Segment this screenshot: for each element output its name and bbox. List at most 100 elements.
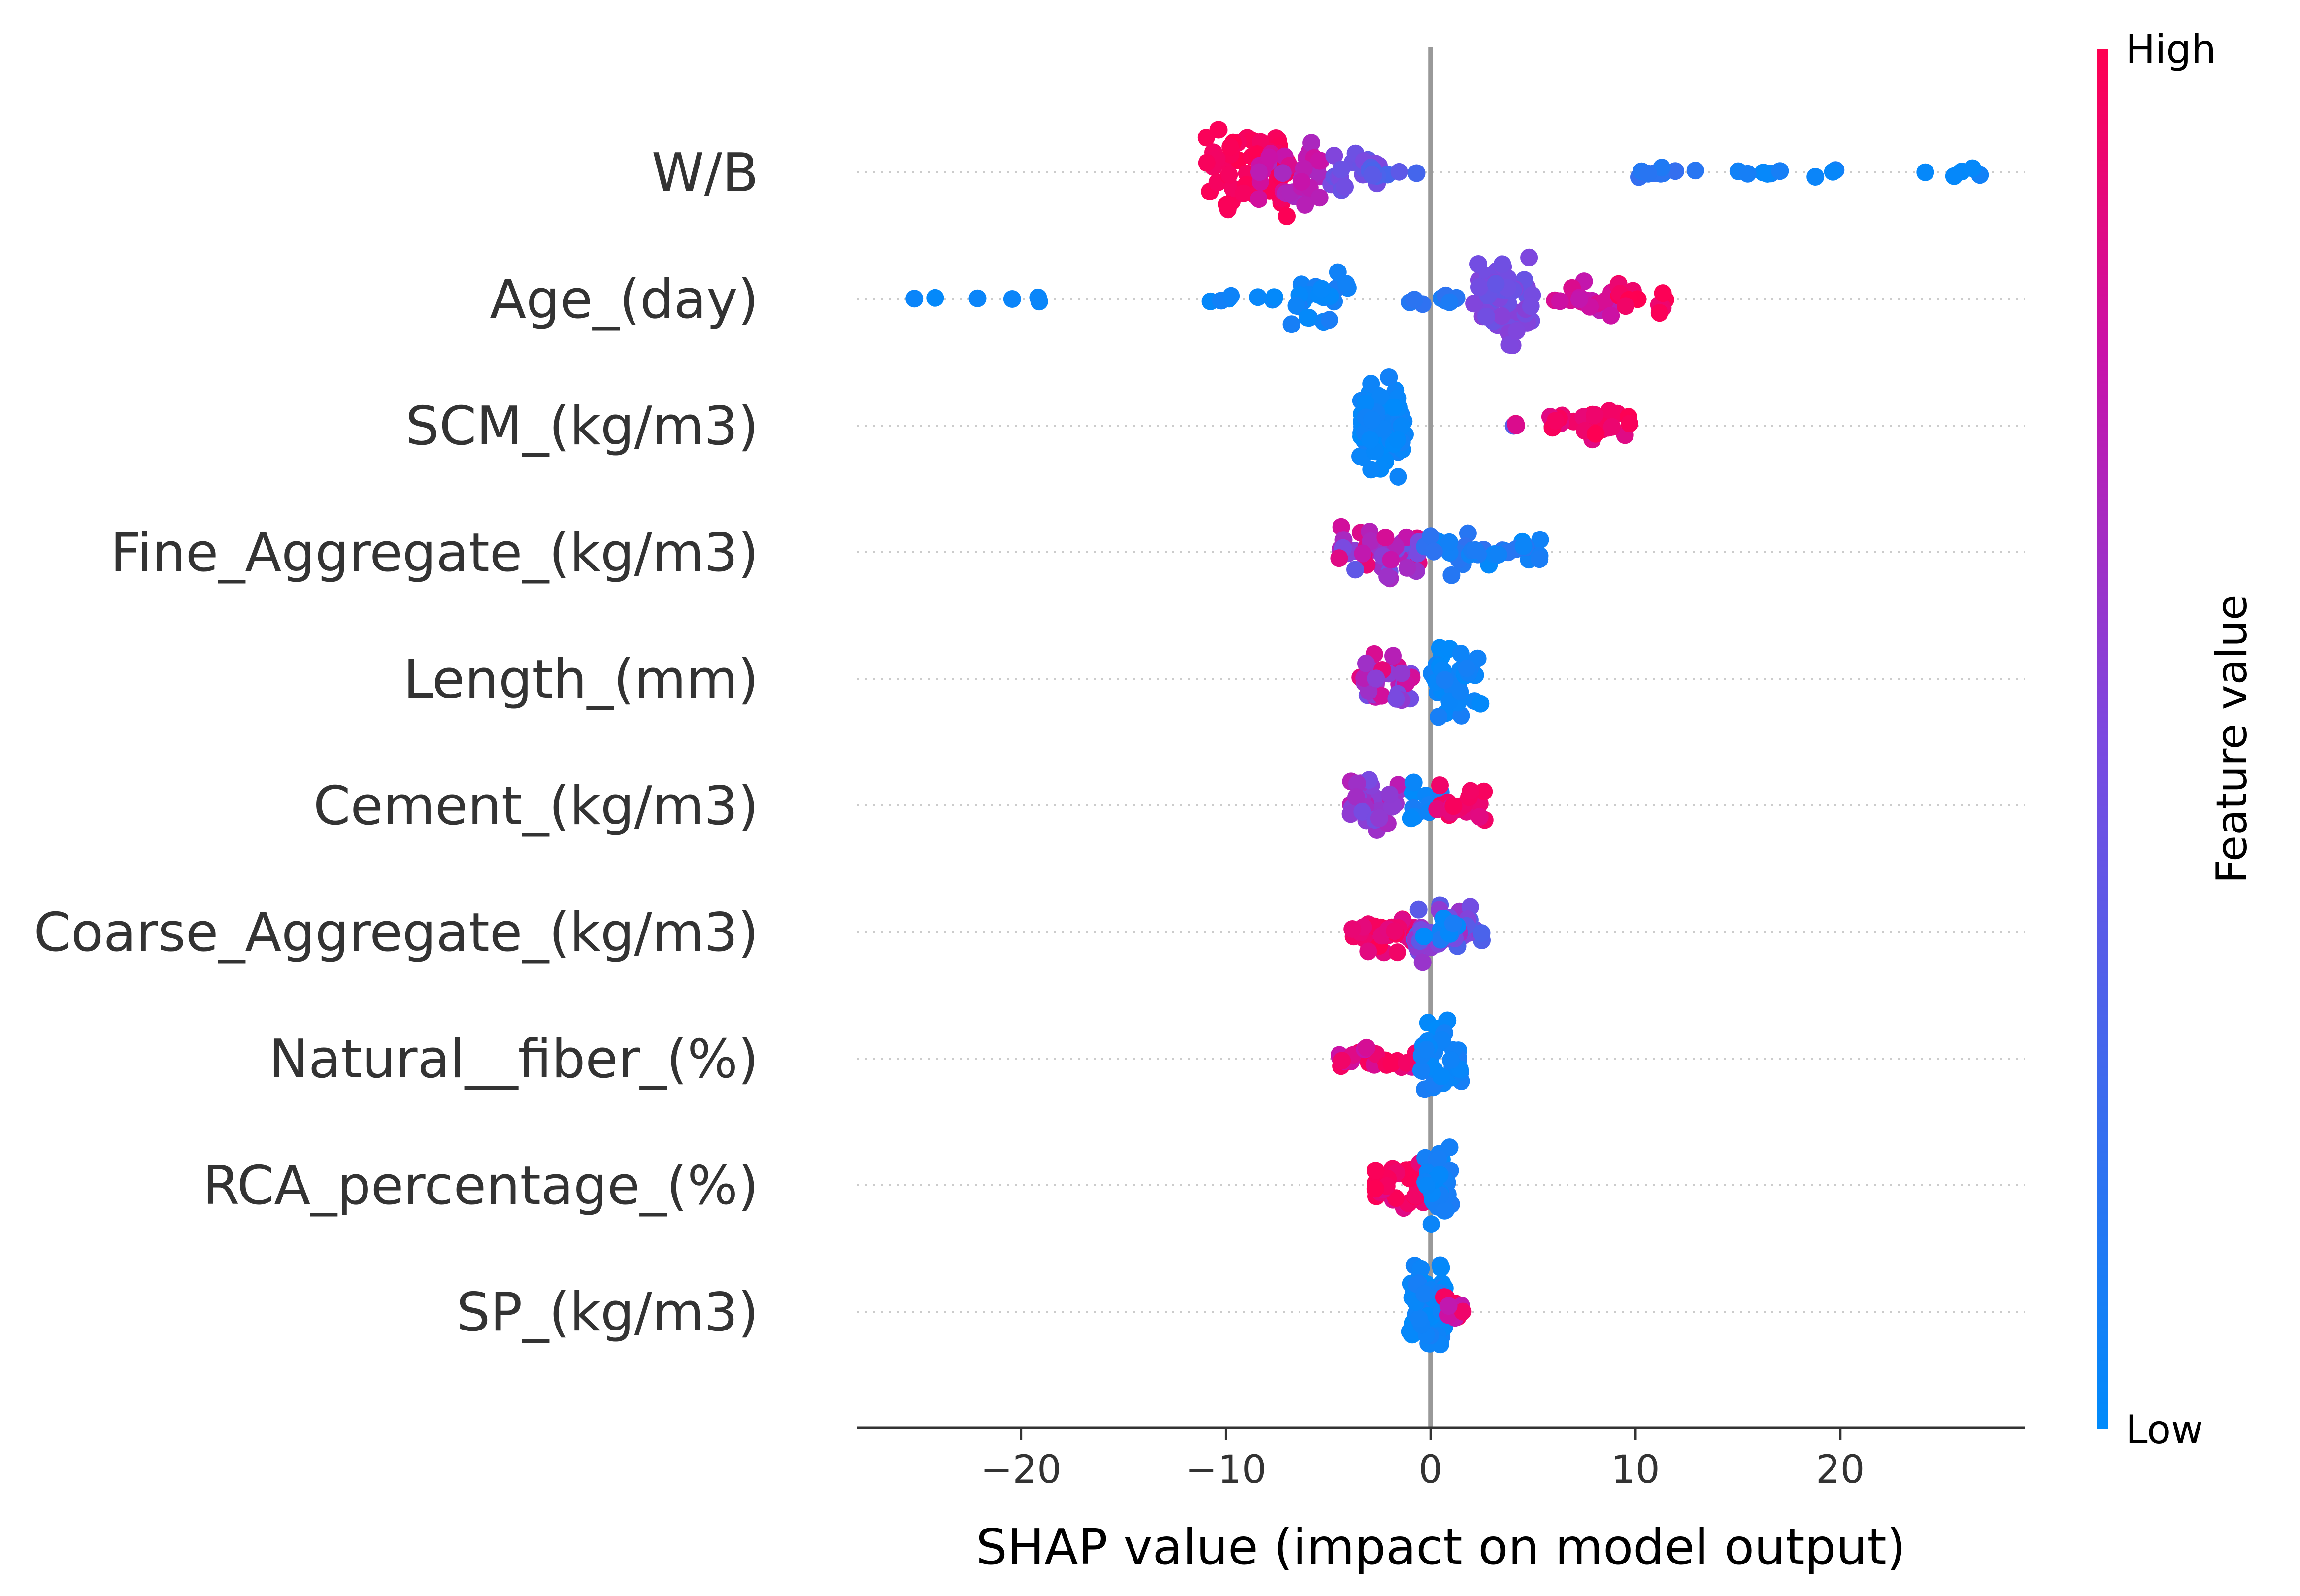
shap-point	[1302, 134, 1321, 152]
shap-point	[1432, 1067, 1450, 1085]
shap-point	[1824, 163, 1842, 181]
shap-point	[1440, 293, 1459, 311]
shap-point	[1430, 708, 1448, 726]
shap-point	[1384, 398, 1402, 416]
shap-point	[1362, 461, 1380, 479]
shap-point	[1402, 809, 1420, 828]
shap-point	[1465, 295, 1483, 313]
shap-point	[1411, 1261, 1430, 1279]
shap-point	[1249, 288, 1267, 306]
shap-point	[1287, 297, 1305, 315]
shap-point	[1458, 659, 1476, 677]
shap-point	[1531, 550, 1549, 568]
feature-labels: W/B Age_(day) SCM_(kg/m3) Fine_Aggregate_(k…	[34, 142, 759, 1343]
shap-point	[1361, 431, 1379, 449]
shap-point	[1389, 431, 1406, 449]
shap-point	[1220, 166, 1238, 184]
feature-label: SP_(kg/m3)	[457, 1282, 759, 1343]
x-axis-title: SHAP value (impact on model output)	[976, 1518, 1905, 1576]
shap-point	[1250, 190, 1268, 208]
shap-point	[1531, 531, 1549, 549]
shap-point	[1346, 561, 1364, 579]
shap-point	[1653, 159, 1671, 177]
shap-point	[1431, 776, 1449, 795]
shap-point	[1371, 388, 1389, 406]
shap-point	[1522, 297, 1540, 315]
shap-point	[1387, 690, 1405, 708]
feature-label: Fine_Aggregate_(kg/m3)	[110, 522, 759, 584]
shap-point	[1462, 782, 1480, 800]
shap-point	[1415, 927, 1433, 945]
shap-point	[1454, 1302, 1472, 1321]
shap-point	[1440, 533, 1458, 551]
shap-point	[1507, 322, 1526, 340]
shap-point	[1616, 297, 1634, 315]
shap-point	[1442, 1051, 1460, 1069]
shap-point	[1546, 412, 1565, 430]
shap-point	[1500, 336, 1519, 354]
shap-point	[1378, 567, 1397, 586]
shap-point	[926, 289, 944, 307]
x-tick-label: 10	[1611, 1448, 1660, 1492]
shap-point	[1387, 1189, 1405, 1207]
shap-point	[1390, 163, 1408, 181]
feature-label: SCM_(kg/m3)	[405, 396, 759, 457]
shap-point	[1357, 654, 1375, 672]
feature-label: Cement_(kg/m3)	[313, 775, 759, 837]
shap-point	[1507, 416, 1525, 434]
shap-point	[1333, 1052, 1351, 1070]
shap-point	[1431, 1166, 1449, 1184]
x-axis: −20 −10 0 10 20	[857, 1426, 2025, 1492]
shap-point	[1366, 1180, 1384, 1198]
x-tick-label: 0	[1418, 1448, 1443, 1492]
x-tick-label: 20	[1816, 1448, 1865, 1492]
shap-point	[1412, 1061, 1430, 1079]
feature-label: RCA_percentage_(%)	[202, 1155, 759, 1217]
shap-point	[1250, 163, 1268, 181]
shap-point	[1945, 167, 1963, 185]
shap-point	[968, 289, 987, 307]
shap-point	[1428, 800, 1446, 818]
shap-point	[1586, 406, 1604, 424]
shap-point	[1325, 147, 1343, 165]
shap-point	[1440, 1138, 1459, 1157]
shap-point	[1382, 1054, 1400, 1072]
shap-point	[1354, 544, 1372, 563]
shap-point	[1469, 255, 1487, 273]
shap-point	[1393, 664, 1411, 682]
shap-point	[1295, 160, 1313, 178]
shap-point	[1602, 306, 1620, 325]
shap-point	[1570, 290, 1588, 308]
shap-point	[1260, 148, 1278, 166]
shap-point	[1384, 647, 1402, 665]
shap-point	[1282, 315, 1300, 333]
shap-point	[1489, 546, 1507, 564]
shap-point	[1343, 920, 1362, 938]
shap-point	[1353, 802, 1371, 821]
shap-point	[1296, 196, 1314, 214]
shap-point	[1432, 1259, 1450, 1277]
shap-point	[1330, 549, 1348, 567]
shap-point	[1376, 529, 1395, 546]
shap-point	[1603, 418, 1621, 436]
shap-point	[1219, 196, 1237, 214]
shap-point	[1415, 1285, 1433, 1303]
shap-point	[1386, 922, 1404, 940]
shap-point	[1520, 248, 1538, 266]
shap-point	[1293, 173, 1311, 191]
shap-point	[905, 290, 924, 308]
shap-point	[1439, 1297, 1458, 1315]
colorbar-gradient	[2097, 49, 2108, 1429]
shap-point	[1348, 774, 1366, 793]
shap-point	[1029, 288, 1047, 306]
x-tick-label: −10	[1185, 1448, 1267, 1492]
shap-point	[1471, 695, 1490, 713]
shap-point	[1435, 671, 1454, 689]
shap-point	[1417, 1040, 1435, 1059]
shap-point	[1299, 308, 1317, 327]
shap-point	[1686, 162, 1704, 180]
feature-label: W/B	[652, 142, 759, 204]
shap-point	[1409, 900, 1428, 919]
shap-point	[1467, 541, 1484, 559]
shap-point	[1493, 307, 1511, 325]
